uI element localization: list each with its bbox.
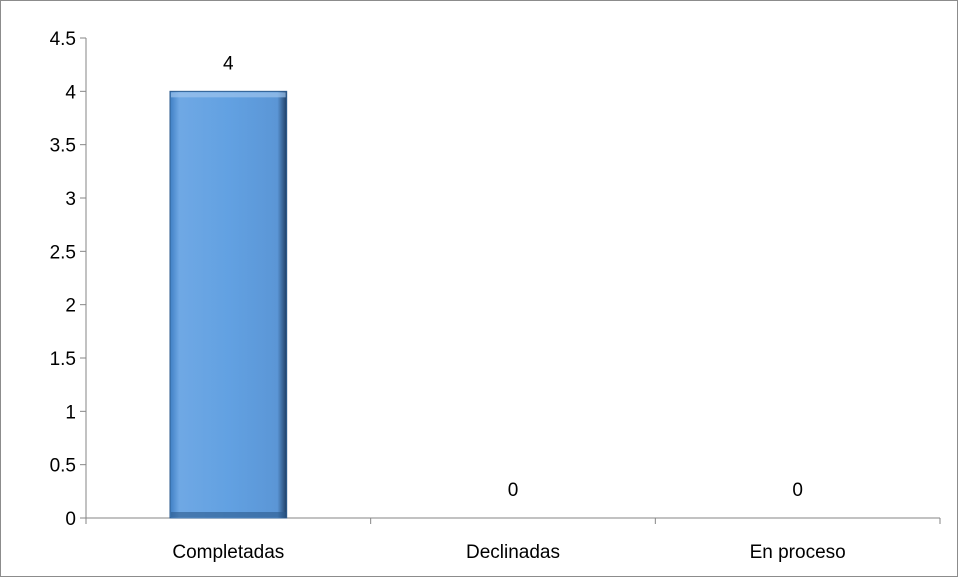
x-category-label: Completadas [172,542,284,563]
y-tick-label: 3.5 [50,136,76,157]
y-tick-label: 1.5 [50,349,76,370]
y-tick-label: 2 [65,296,76,317]
y-tick-label: 0 [65,509,76,530]
labels-group: Completadas 4 Declinadas 0 En proceso 0 [172,53,845,563]
data-label: 4 [223,53,234,74]
y-tick-label: 3 [65,189,76,210]
bar-bevel-top [170,92,286,98]
y-tick-label: 4.5 [50,29,76,50]
bar-completadas [169,90,288,519]
bars-group [169,90,288,519]
y-tick-label: 1 [65,402,76,423]
x-category-label: Declinadas [466,542,560,563]
bar-bevel-bottom [170,512,286,517]
data-label: 0 [792,480,803,501]
bar-body [169,90,288,519]
y-tick-label: 0.5 [50,456,76,477]
y-tick-label: 4 [65,82,76,103]
y-tick-label: 2.5 [50,242,76,263]
data-label: 0 [508,480,519,501]
axes-group: 0 0.5 1 1.5 2 2.5 3 3.5 4 4.5 [50,29,941,530]
x-category-label: En proceso [750,542,846,563]
